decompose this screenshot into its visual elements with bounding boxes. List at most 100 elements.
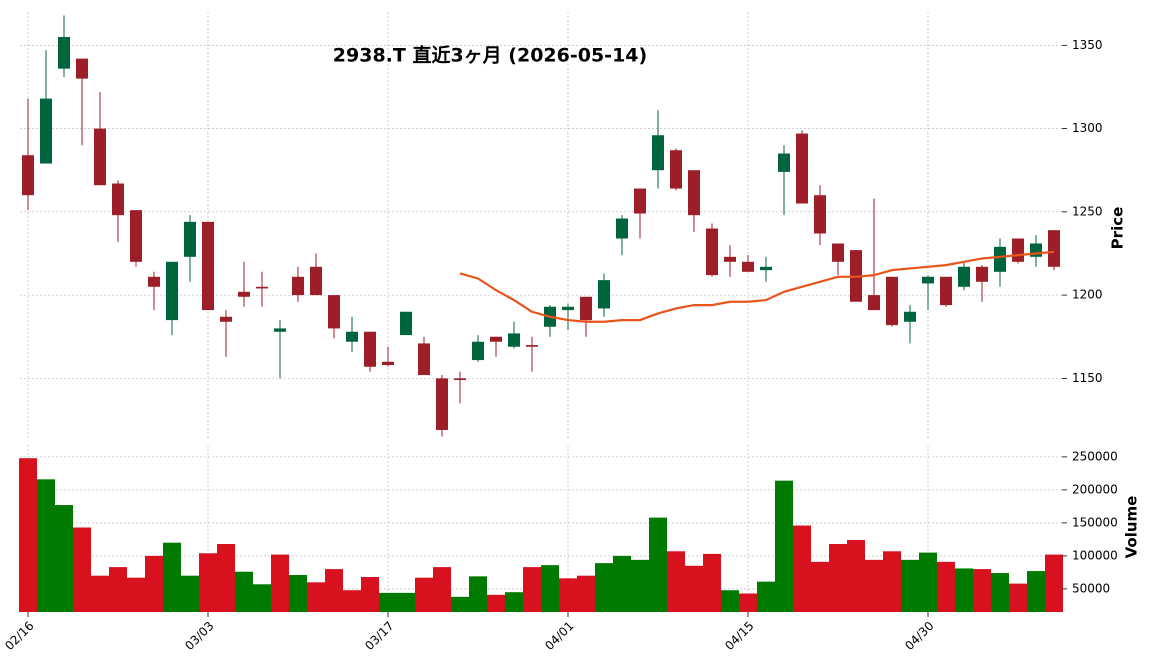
candle-body xyxy=(652,135,664,171)
volume-bar xyxy=(163,542,181,612)
volume-bar xyxy=(847,540,865,612)
candle-body xyxy=(148,276,160,287)
candle-body xyxy=(508,333,520,347)
volume-bar xyxy=(127,577,145,612)
volume-bar xyxy=(829,544,847,612)
volume-bar xyxy=(631,559,649,612)
volume-bar xyxy=(73,527,91,612)
volume-bar xyxy=(919,552,937,612)
volume-bar xyxy=(865,559,883,612)
volume-bar xyxy=(91,575,109,612)
volume-bar xyxy=(361,577,379,612)
volume-bar xyxy=(523,567,541,612)
y-tick-label: 1350 xyxy=(1072,38,1103,52)
candle-body xyxy=(202,221,214,311)
volume-bar xyxy=(415,577,433,612)
volume-bar xyxy=(1009,583,1027,612)
volume-bar xyxy=(667,551,685,612)
volume-bar xyxy=(703,553,721,612)
volume-bar xyxy=(775,480,793,612)
volume-bar xyxy=(235,571,253,612)
y-tick-label: 250000 xyxy=(1072,449,1118,463)
volume-bar xyxy=(1045,554,1063,612)
candle-body xyxy=(922,276,934,284)
volume-bar xyxy=(289,575,307,612)
candle-body xyxy=(490,336,502,342)
candle-body xyxy=(256,286,268,289)
volume-bar xyxy=(973,569,991,612)
volume-bar xyxy=(55,505,73,612)
candle-body xyxy=(616,218,628,239)
candle-body xyxy=(346,331,358,342)
volume-bar xyxy=(721,590,739,612)
chart-title: 2938.T 直近3ヶ月 (2026-05-14) xyxy=(333,44,647,67)
y-tick-label: 150000 xyxy=(1072,515,1118,529)
volume-bar xyxy=(757,581,775,612)
y-tick-label: 1250 xyxy=(1072,204,1103,218)
volume-bar xyxy=(307,582,325,612)
candle-body xyxy=(418,343,430,376)
volume-bar xyxy=(577,575,595,612)
candle-body xyxy=(580,296,592,321)
candle-body xyxy=(634,188,646,214)
volume-bar xyxy=(433,567,451,612)
moving-average-line xyxy=(459,250,1055,323)
candle-body xyxy=(364,331,376,367)
volume-bar xyxy=(271,554,289,612)
candle-body xyxy=(328,295,340,329)
y-tick-label: 200000 xyxy=(1072,482,1118,496)
volume-bar xyxy=(37,479,55,612)
volume-bar xyxy=(343,590,361,612)
candle-body xyxy=(958,266,970,287)
x-tick-label: 04/15 xyxy=(722,619,756,653)
volume-bar xyxy=(613,555,631,612)
candle-body xyxy=(238,291,250,297)
candle-body xyxy=(688,170,700,216)
candle-body xyxy=(94,128,106,186)
volume-bar xyxy=(595,563,613,612)
candle-body xyxy=(868,295,880,311)
candle-body xyxy=(706,228,718,276)
candle-body xyxy=(598,280,610,309)
candle-body xyxy=(796,133,808,204)
volume-bar xyxy=(883,551,901,612)
volume-bar xyxy=(199,553,217,612)
candle-body xyxy=(886,276,898,326)
x-tick-label: 04/30 xyxy=(902,619,936,653)
candle-body xyxy=(760,266,772,271)
candle-body xyxy=(994,246,1006,272)
x-tick-label: 03/03 xyxy=(182,619,216,653)
volume-bar xyxy=(937,561,955,612)
volume-bar xyxy=(955,568,973,612)
volume-bar xyxy=(181,575,199,612)
y-tick-label: 50000 xyxy=(1072,581,1110,595)
volume-bar xyxy=(397,592,415,612)
y-tick-label: 1300 xyxy=(1072,121,1103,135)
volume-bar xyxy=(739,593,757,612)
x-tick-label: 02/16 xyxy=(2,619,36,653)
candle-body xyxy=(22,155,34,196)
candle-body xyxy=(76,58,88,79)
y-tick-label: 1150 xyxy=(1072,371,1103,385)
candle-body xyxy=(724,256,736,262)
volume-bar xyxy=(541,565,559,612)
volume-bar xyxy=(217,544,235,612)
candle-body xyxy=(976,266,988,282)
candle-body xyxy=(292,276,304,296)
volume-bar xyxy=(505,592,523,612)
candle-body xyxy=(166,261,178,321)
candle-body xyxy=(526,345,538,347)
volume-bar xyxy=(559,578,577,612)
candle-body xyxy=(1048,230,1060,267)
candle-body xyxy=(562,306,574,311)
candle-body xyxy=(454,378,466,381)
candle-body xyxy=(184,221,196,257)
volume-bar xyxy=(379,592,397,612)
volume-bar xyxy=(109,567,127,612)
volume-bar xyxy=(991,573,1009,612)
volume-axis-label: Volume xyxy=(1123,496,1141,559)
volume-bar xyxy=(487,594,505,612)
candle-body xyxy=(832,243,844,262)
candle-body xyxy=(472,341,484,361)
candle-body xyxy=(742,261,754,272)
